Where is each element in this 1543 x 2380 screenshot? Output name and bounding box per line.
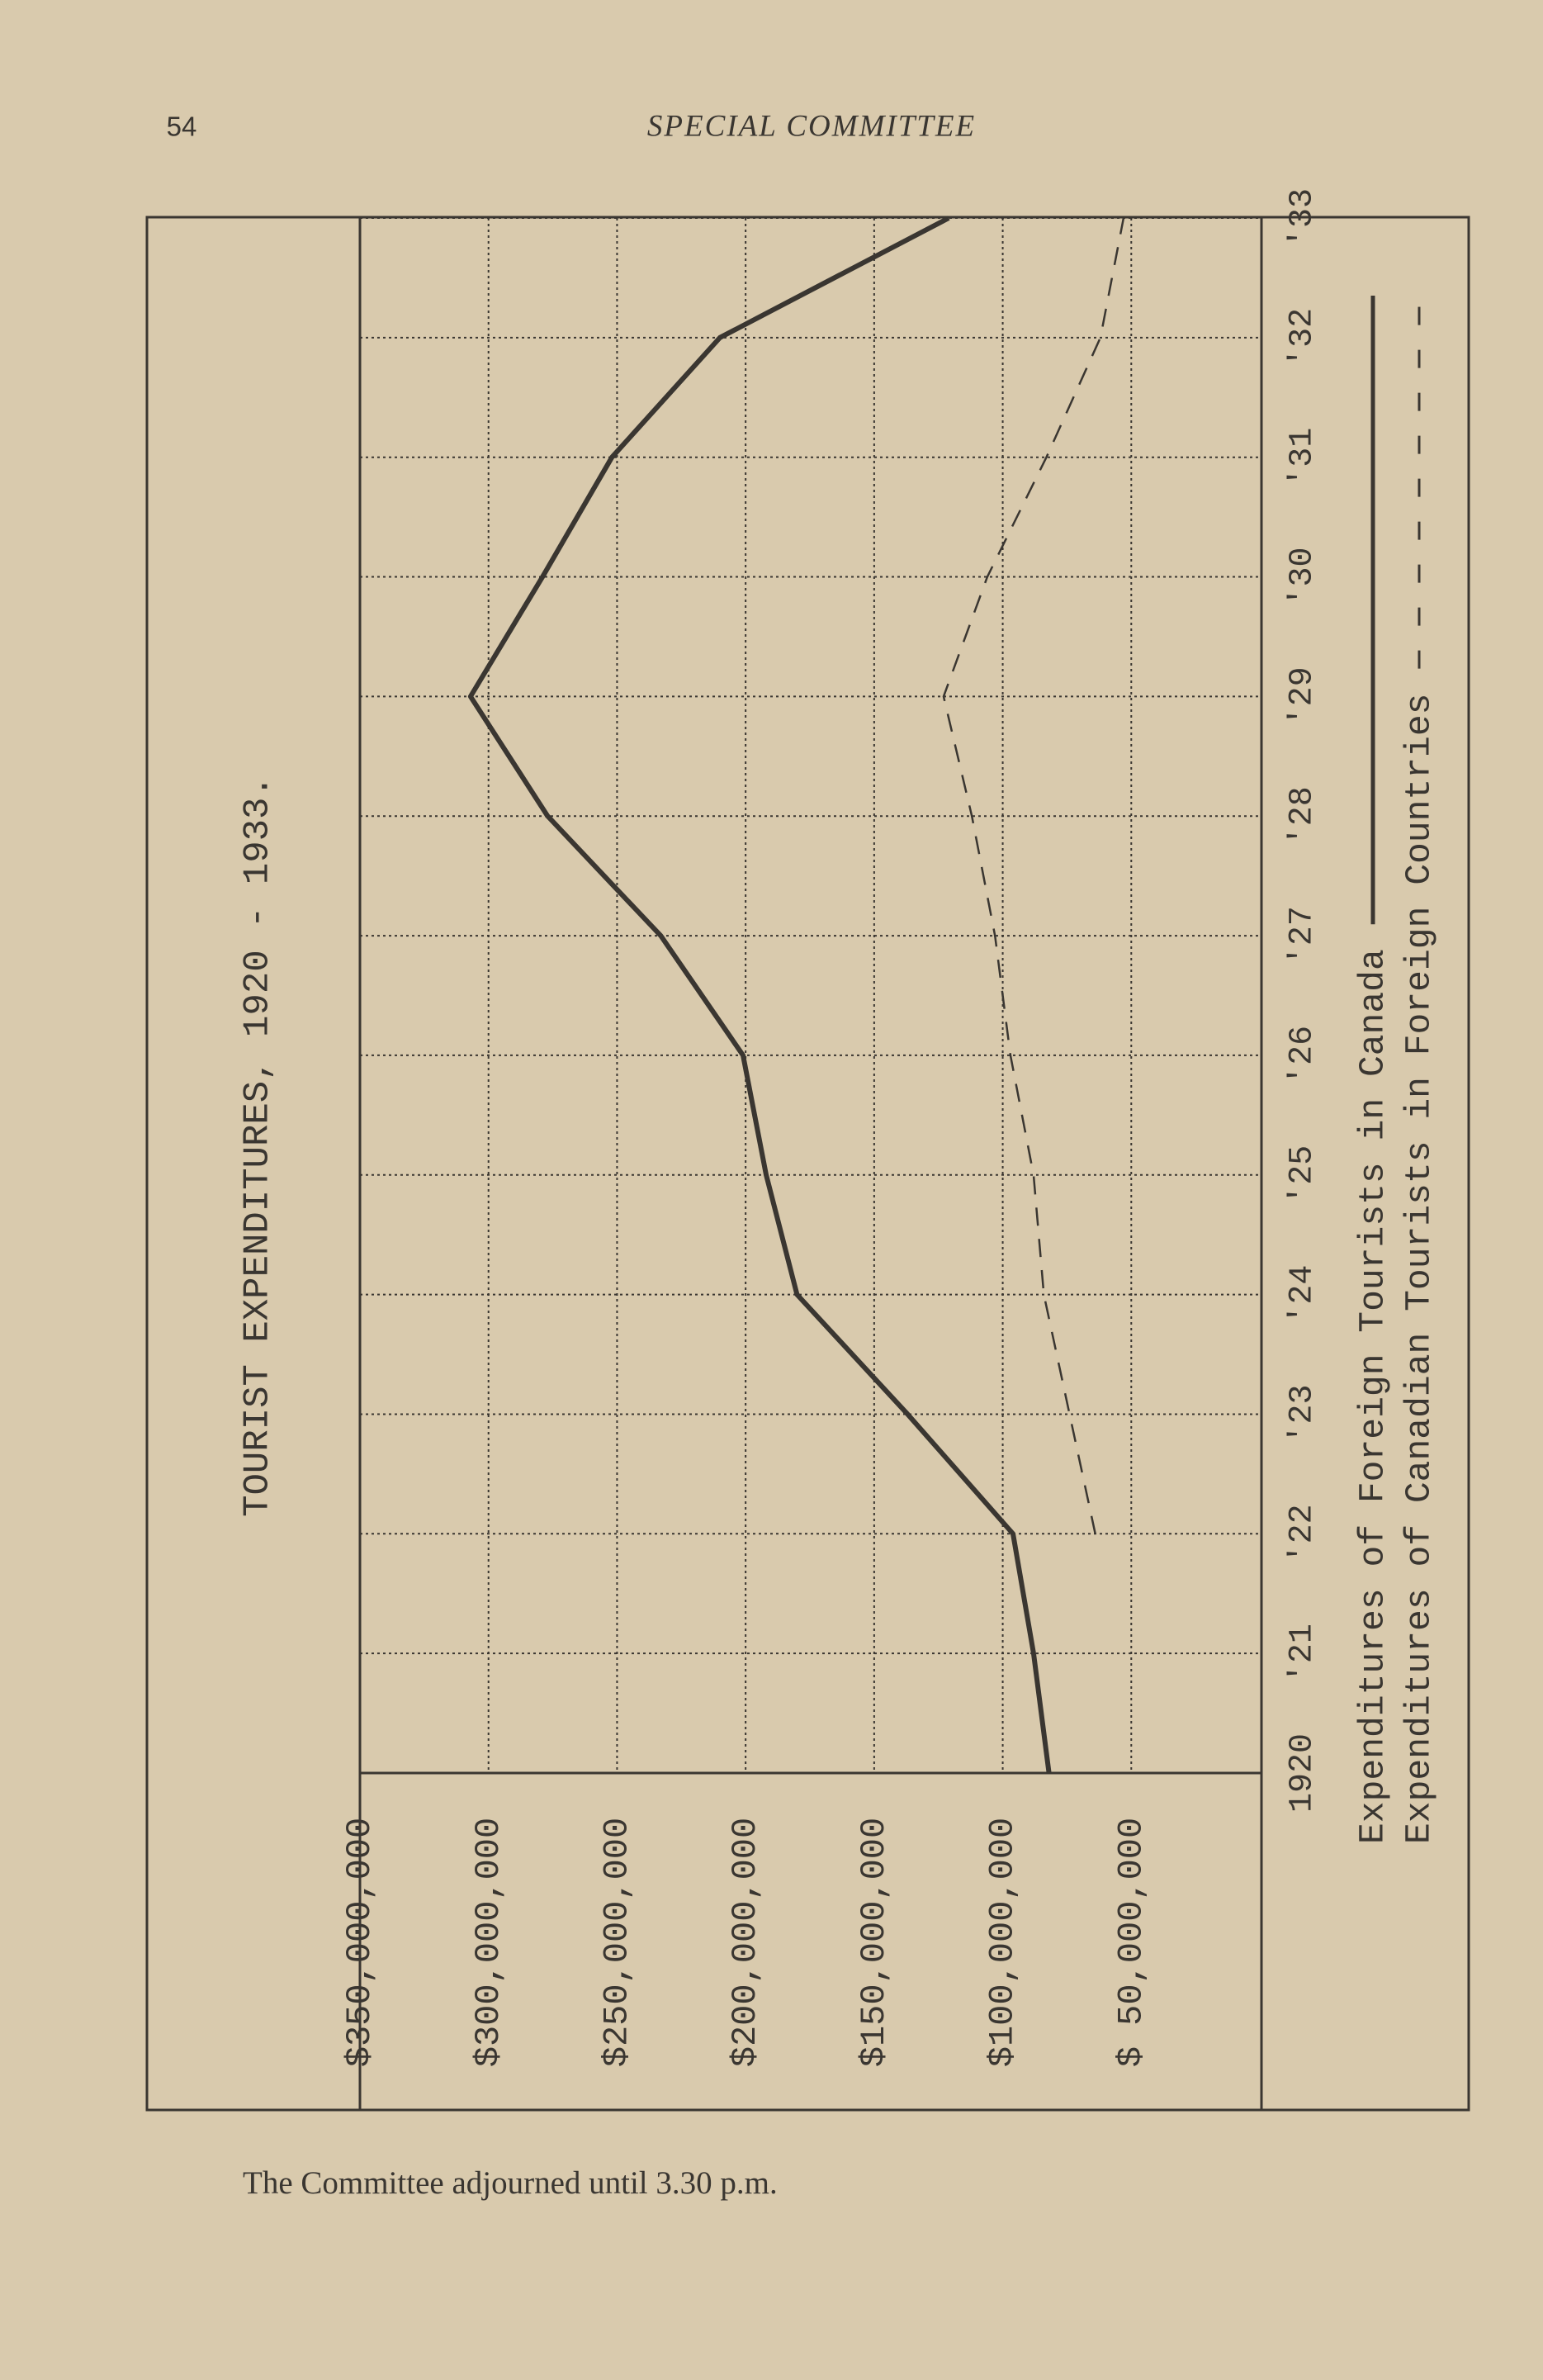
y-tick-label: $350,000,000: [340, 1818, 380, 2067]
x-tick-label: '33: [1285, 188, 1322, 248]
x-tick-label: '31: [1285, 428, 1322, 487]
x-tick-label: '21: [1285, 1624, 1322, 1683]
y-tick-label: $150,000,000: [854, 1818, 894, 2067]
x-tick-label: '24: [1285, 1265, 1322, 1325]
chart-title: TOURIST EXPENDITURES, 1920 - 1933.: [238, 775, 279, 1517]
outer-border: [145, 216, 1470, 2112]
footer-text: The Committee adjourned until 3.30 p.m.: [243, 2165, 778, 2201]
x-tick-label: '30: [1285, 548, 1322, 607]
legend-label: Expenditures of Canadian Tourists in For…: [1399, 694, 1439, 1844]
series-line: [942, 217, 1125, 1534]
series-line: [467, 216, 1052, 1774]
x-tick-label: '28: [1285, 786, 1322, 846]
running-header: SPECIAL COMMITTEE: [647, 109, 976, 143]
x-tick-label: '32: [1285, 308, 1322, 367]
y-tick-label: $ 50,000,000: [1111, 1818, 1151, 2067]
x-tick-label: '22: [1285, 1504, 1322, 1563]
legend-label: Expenditures of Foreign Tourists in Cana…: [1352, 949, 1393, 1844]
x-tick-label: 1920: [1285, 1733, 1322, 1813]
page-number: 54: [167, 111, 197, 142]
x-tick-label: '23: [1285, 1384, 1322, 1444]
x-tick-label: '29: [1285, 666, 1322, 726]
x-tick-label: '25: [1285, 1145, 1322, 1205]
y-tick-label: $100,000,000: [983, 1818, 1023, 2067]
y-tick-label: $300,000,000: [469, 1818, 509, 2067]
y-tick-label: $200,000,000: [726, 1818, 765, 2067]
x-tick-label: '26: [1285, 1026, 1322, 1085]
y-tick-label: $250,000,000: [598, 1818, 637, 2067]
x-tick-label: '27: [1285, 906, 1322, 965]
